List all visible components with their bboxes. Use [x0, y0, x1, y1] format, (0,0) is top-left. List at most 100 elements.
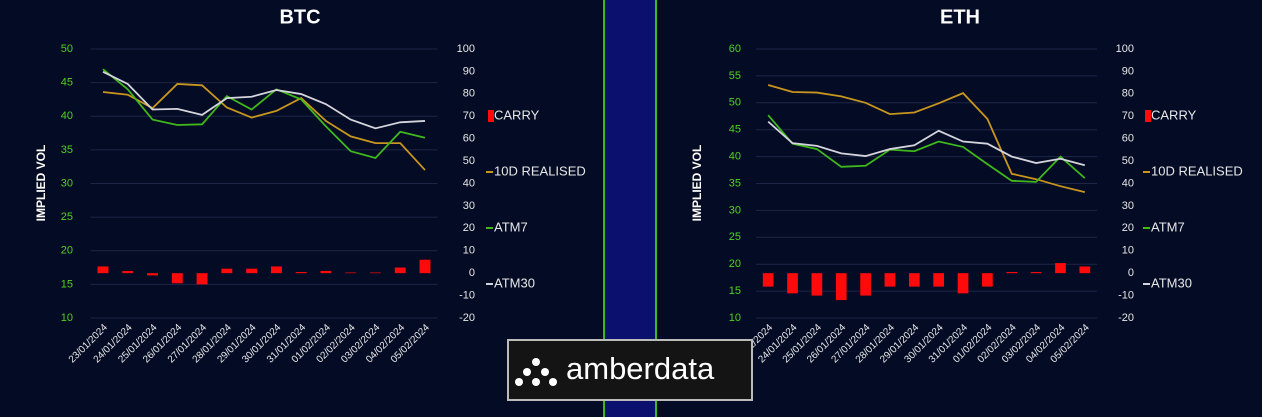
y-tick-label: 45: [729, 124, 741, 136]
y2-tick-label: -10: [1118, 289, 1134, 301]
bar: [97, 266, 109, 274]
bar: [884, 273, 896, 287]
y2-tick-label: -20: [1118, 312, 1134, 324]
bar: [933, 273, 945, 287]
y-tick-label: 30: [61, 177, 73, 189]
legend-label: ATM30: [494, 275, 535, 290]
y2-tick-label: -10: [459, 289, 475, 301]
bar: [860, 273, 871, 296]
y-axis-label: IMPLIED VOL: [690, 145, 704, 222]
y-tick-label: 55: [729, 70, 741, 82]
y2-tick-label: 90: [463, 65, 475, 77]
y-tick-label: 20: [729, 258, 741, 270]
logo: amberdata: [507, 339, 753, 401]
y2-tick-label: 60: [1122, 133, 1134, 145]
y-tick-label: 15: [729, 285, 741, 297]
bar: [270, 266, 282, 274]
logo-icon: [515, 358, 557, 386]
bar: [1079, 266, 1091, 274]
legend-label: ATM30: [1151, 275, 1192, 290]
y2-tick-label: 100: [457, 43, 475, 55]
y-tick-label: 35: [61, 144, 73, 156]
line: [767, 114, 1086, 183]
y-tick-label: 25: [61, 211, 73, 223]
y2-tick-label: 70: [1122, 110, 1134, 122]
y2-tick-label: 30: [463, 200, 475, 212]
legend-marker: [488, 110, 494, 122]
bar: [419, 259, 431, 274]
y2-tick-label: 70: [463, 110, 475, 122]
y2-tick-label: 0: [469, 267, 475, 279]
y-tick-label: 60: [729, 43, 741, 55]
y-tick-label: 45: [61, 77, 73, 89]
bar: [370, 272, 381, 274]
y2-tick-label: 30: [1122, 200, 1134, 212]
bar: [1030, 272, 1042, 274]
bar: [787, 273, 798, 294]
y-tick-label: 30: [729, 204, 741, 216]
y2-tick-label: 20: [1122, 222, 1134, 234]
bar: [835, 273, 847, 301]
legend-label: ATM7: [494, 219, 528, 234]
legend-marker: [1145, 110, 1151, 122]
y2-tick-label: 10: [1122, 245, 1134, 257]
y2-tick-label: 20: [463, 222, 475, 234]
y-tick-label: 50: [729, 97, 741, 109]
y2-tick-label: 40: [1122, 177, 1134, 189]
bar: [1006, 272, 1018, 274]
line: [102, 71, 426, 130]
bar: [762, 273, 774, 287]
logo-box: [507, 339, 753, 401]
y2-tick-label: 90: [1122, 65, 1134, 77]
bar: [221, 268, 233, 274]
y2-tick-label: 40: [463, 177, 475, 189]
y2-tick-label: -20: [459, 312, 475, 324]
bar: [1055, 263, 1066, 274]
line: [102, 68, 426, 159]
bar: [171, 273, 183, 284]
legend-label: CARRY: [494, 107, 540, 122]
chart-title: BTC: [279, 6, 320, 28]
logo-text: amberdata: [566, 351, 715, 386]
y2-tick-label: 60: [463, 133, 475, 145]
bar: [908, 273, 920, 287]
bar: [246, 268, 258, 274]
bar: [957, 273, 969, 294]
y-tick-label: 40: [61, 110, 73, 122]
line: [767, 120, 1086, 167]
bar: [320, 270, 332, 274]
y-tick-label: 25: [729, 231, 741, 243]
legend-label: CARRY: [1151, 107, 1197, 122]
y2-tick-label: 100: [1116, 43, 1134, 55]
y-tick-label: 15: [61, 278, 73, 290]
legend-label: 10D REALISED: [494, 163, 586, 178]
y-tick-label: 20: [61, 245, 73, 257]
y-tick-label: 10: [61, 312, 73, 324]
legend-label: ATM7: [1151, 219, 1185, 234]
y2-tick-label: 50: [1122, 155, 1134, 167]
bar: [982, 273, 993, 287]
bar: [147, 273, 158, 276]
bar: [196, 273, 208, 285]
bar: [122, 270, 134, 274]
bar: [394, 267, 406, 274]
y-tick-label: 10: [729, 312, 741, 324]
y-tick-label: 35: [729, 177, 741, 189]
line: [102, 83, 426, 171]
y2-tick-label: 80: [1122, 88, 1134, 100]
bar: [345, 272, 357, 274]
y-tick-label: 50: [61, 43, 73, 55]
line: [767, 84, 1086, 193]
y2-tick-label: 0: [1128, 267, 1134, 279]
y-tick-label: 40: [729, 151, 741, 163]
y2-tick-label: 80: [463, 88, 475, 100]
y2-tick-label: 50: [463, 155, 475, 167]
y-axis-label: IMPLIED VOL: [34, 145, 48, 222]
chart-title: ETH: [940, 6, 980, 28]
legend-label: 10D REALISED: [1151, 163, 1243, 178]
bar: [811, 273, 823, 296]
bar: [295, 272, 307, 274]
y2-tick-label: 10: [463, 245, 475, 257]
